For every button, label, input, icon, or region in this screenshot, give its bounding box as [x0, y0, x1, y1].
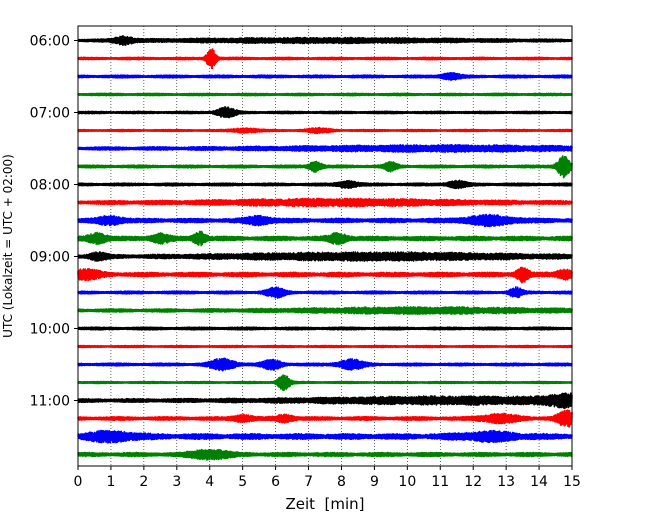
x-tick-label: 15 — [563, 474, 581, 490]
trace-1145 — [77, 448, 573, 461]
trace-0615 — [77, 48, 573, 70]
y-tick-label: 08:00 — [30, 178, 70, 194]
trace-1000 — [77, 326, 573, 331]
y-tick-label: 07:00 — [30, 106, 70, 122]
x-tick-label: 6 — [271, 474, 280, 490]
trace-0645 — [77, 92, 573, 97]
trace-0815 — [77, 197, 573, 208]
trace-1030 — [77, 357, 573, 372]
trace-1045 — [77, 374, 573, 392]
x-tick-label: 0 — [74, 474, 83, 490]
x-tick-label: 1 — [106, 474, 115, 490]
y-tick-label: 06:00 — [30, 34, 70, 50]
x-axis-ticks: 0 1 2 3 4 5 6 7 8 9 10 11 12 13 14 15 — [74, 466, 581, 490]
trace-0915 — [77, 266, 573, 284]
trace-0630 — [77, 71, 573, 81]
x-tick-label: 5 — [238, 474, 247, 490]
trace-0715 — [77, 126, 573, 135]
y-tick-label: 09:00 — [30, 250, 70, 266]
trace-0600 — [77, 35, 573, 46]
x-tick-label: 10 — [398, 474, 416, 490]
trace-0930 — [77, 286, 573, 299]
x-tick-label: 7 — [304, 474, 313, 490]
trace-0700 — [77, 106, 573, 119]
x-tick-label: 14 — [530, 474, 548, 490]
trace-0730 — [77, 143, 573, 154]
trace-1100 — [77, 392, 573, 410]
x-tick-label: 2 — [139, 474, 148, 490]
vertical-grid — [110, 26, 540, 466]
x-axis-label: Zeit [min] — [285, 495, 364, 513]
y-tick-label: 11:00 — [30, 394, 70, 410]
x-tick-label: 9 — [370, 474, 379, 490]
trace-0800 — [77, 179, 573, 190]
x-tick-label: 12 — [464, 474, 482, 490]
x-tick-label: 8 — [337, 474, 346, 490]
trace-0945 — [77, 305, 573, 316]
trace-group — [77, 35, 573, 461]
x-tick-label: 11 — [431, 474, 449, 490]
trace-1130 — [77, 429, 573, 444]
trace-1015 — [77, 344, 573, 349]
x-tick-label: 4 — [205, 474, 214, 490]
x-tick-label: 3 — [172, 474, 181, 490]
plot-frame — [77, 25, 573, 467]
trace-0900 — [77, 251, 573, 262]
y-tick-label: 10:00 — [30, 322, 70, 338]
trace-0845 — [77, 230, 573, 247]
x-tick-label: 13 — [497, 474, 515, 490]
trace-0745 — [77, 155, 573, 179]
y-axis-label: UTC (Lokalzeit = UTC + 02:00) — [1, 154, 15, 338]
y-axis-ticks: 06:00 07:00 08:00 09:00 10:00 11:00 — [30, 34, 78, 410]
trace-0830 — [77, 213, 573, 228]
trace-1115 — [77, 409, 573, 428]
